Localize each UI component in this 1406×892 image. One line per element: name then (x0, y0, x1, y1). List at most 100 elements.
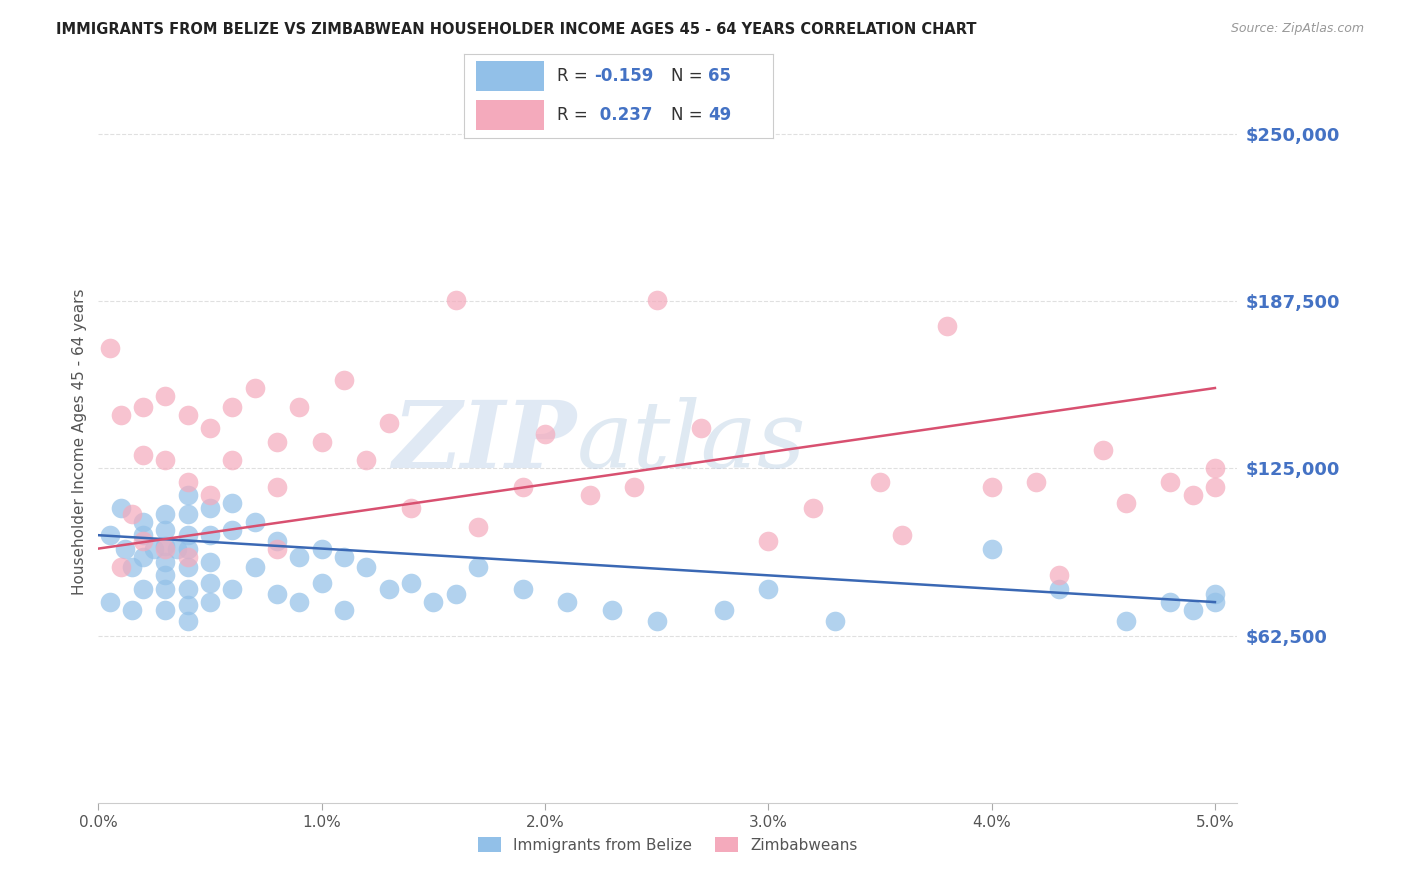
Point (1181, 603, 1204, 617)
Point (155, 555, 177, 569)
Point (266, 533, 288, 548)
Point (288, 549, 311, 564)
Point (333, 549, 356, 564)
FancyBboxPatch shape (477, 62, 544, 91)
Point (198, 421, 221, 435)
Point (177, 507, 200, 521)
Point (110, 408, 132, 422)
Point (177, 549, 200, 564)
Point (557, 595, 579, 609)
Point (198, 488, 221, 502)
Point (1204, 595, 1226, 609)
Point (177, 614, 200, 628)
Point (198, 528, 221, 542)
Point (467, 520, 489, 534)
Point (512, 480, 534, 494)
Point (311, 434, 333, 449)
Point (98, 341, 121, 355)
Text: atlas: atlas (576, 397, 806, 486)
Point (132, 533, 155, 548)
Point (713, 603, 735, 617)
Point (356, 560, 378, 574)
Point (645, 293, 668, 307)
Point (132, 400, 155, 414)
Point (578, 488, 600, 502)
Point (980, 480, 1002, 494)
Point (121, 560, 143, 574)
Point (311, 576, 333, 591)
Point (221, 582, 243, 596)
Point (266, 541, 288, 556)
Point (132, 448, 155, 462)
Text: R =: R = (557, 106, 593, 124)
Point (645, 614, 668, 628)
Point (155, 389, 177, 403)
Point (266, 587, 288, 601)
Point (177, 528, 200, 542)
Point (155, 453, 177, 467)
Point (177, 488, 200, 502)
Point (166, 541, 188, 556)
Point (132, 528, 155, 542)
Point (600, 603, 623, 617)
Point (311, 541, 333, 556)
Text: Source: ZipAtlas.com: Source: ZipAtlas.com (1230, 22, 1364, 36)
Point (155, 539, 177, 553)
Text: -0.159: -0.159 (593, 67, 654, 85)
Point (243, 560, 266, 574)
Point (243, 381, 266, 395)
Point (801, 501, 824, 516)
Point (221, 523, 243, 537)
Point (266, 434, 288, 449)
Point (333, 373, 356, 387)
Point (1115, 614, 1137, 628)
Point (155, 582, 177, 596)
Point (1159, 475, 1181, 489)
Point (177, 475, 200, 489)
Point (623, 480, 645, 494)
Point (288, 400, 311, 414)
Point (155, 523, 177, 537)
Point (1204, 480, 1226, 494)
Text: IMMIGRANTS FROM BELIZE VS ZIMBABWEAN HOUSEHOLDER INCOME AGES 45 - 64 YEARS CORRE: IMMIGRANTS FROM BELIZE VS ZIMBABWEAN HOU… (56, 22, 977, 37)
Point (132, 582, 155, 596)
Y-axis label: Householder Income Ages 45 - 64 years: Householder Income Ages 45 - 64 years (72, 288, 87, 595)
Point (143, 541, 166, 556)
Point (114, 541, 136, 556)
Point (110, 501, 132, 516)
Point (243, 515, 266, 529)
Point (333, 603, 356, 617)
Point (132, 515, 155, 529)
Text: N =: N = (671, 67, 709, 85)
FancyBboxPatch shape (477, 100, 544, 130)
Point (110, 560, 132, 574)
Point (198, 595, 221, 609)
Text: R =: R = (557, 67, 593, 85)
Point (936, 319, 959, 334)
Point (399, 501, 422, 516)
Point (356, 453, 378, 467)
Point (980, 541, 1002, 556)
Text: 65: 65 (709, 67, 731, 85)
Point (1025, 475, 1047, 489)
Point (288, 595, 311, 609)
Point (198, 576, 221, 591)
Point (177, 541, 200, 556)
Point (221, 496, 243, 510)
Point (756, 533, 779, 548)
Point (422, 595, 444, 609)
Text: 0.237: 0.237 (593, 106, 652, 124)
Point (155, 541, 177, 556)
Point (1047, 568, 1070, 582)
Point (198, 501, 221, 516)
Point (155, 507, 177, 521)
Legend: Immigrants from Belize, Zimbabweans: Immigrants from Belize, Zimbabweans (471, 829, 865, 860)
Point (155, 568, 177, 582)
Text: 49: 49 (709, 106, 731, 124)
Point (534, 426, 557, 441)
Point (377, 416, 399, 430)
Point (1115, 496, 1137, 510)
Point (98, 595, 121, 609)
Point (824, 614, 846, 628)
Point (444, 587, 467, 601)
